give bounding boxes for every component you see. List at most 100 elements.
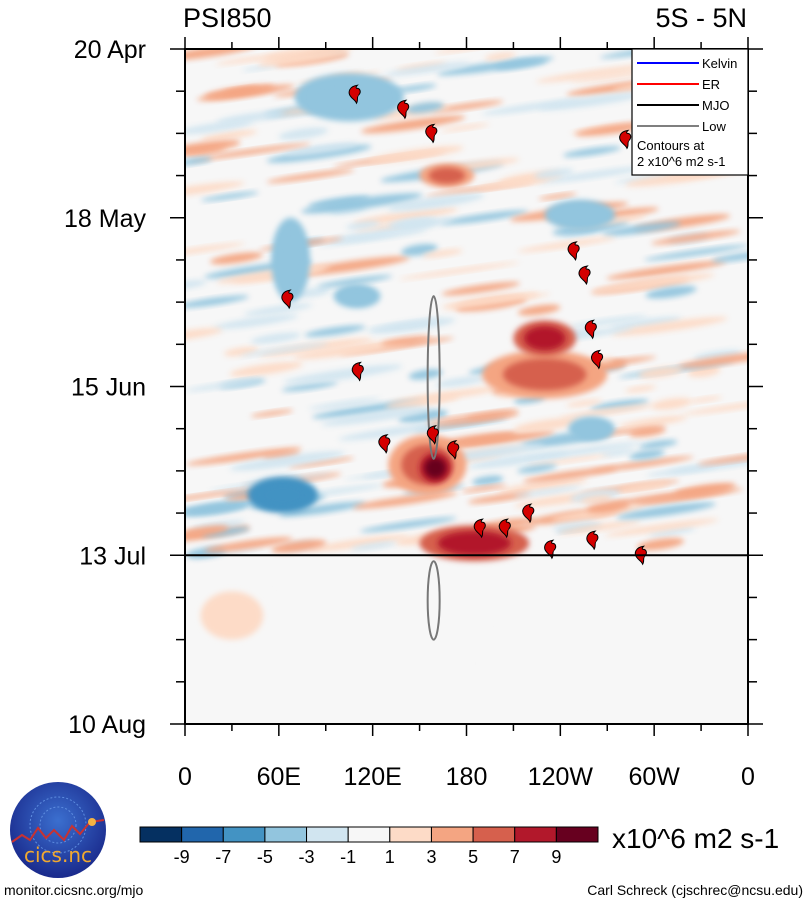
tropical-cyclone-icon <box>473 518 486 539</box>
footer-credit: Carl Schreck (cjschrec@ncsu.edu) <box>587 882 803 898</box>
colorbar-swatch <box>430 826 474 843</box>
anomaly-patch <box>517 237 616 253</box>
anomaly-patch <box>301 193 423 214</box>
cyclone-eye <box>382 440 389 447</box>
anomaly-feature-core <box>341 288 373 305</box>
anomaly-patch <box>304 325 366 337</box>
logo-disc <box>10 782 106 878</box>
anomaly-patch <box>350 541 397 551</box>
anomaly-patch <box>586 500 631 514</box>
colorbar-swatch <box>347 826 391 843</box>
anomaly-patch <box>308 535 409 552</box>
anomaly-patch <box>360 115 466 134</box>
anomaly-patch <box>210 252 263 265</box>
anomaly-patch <box>538 166 652 184</box>
anomaly-patch <box>239 342 329 357</box>
anomaly-patch <box>514 486 582 498</box>
anomaly-patch <box>591 456 694 472</box>
anomaly-patch <box>535 63 660 83</box>
anomaly-patch <box>494 58 548 70</box>
colorbar-units: x10^6 m2 s-1 <box>612 823 780 854</box>
anomaly-patch <box>590 399 649 411</box>
anomaly-patch <box>185 488 251 504</box>
colorbar-swatch <box>555 826 599 843</box>
anomaly-patch <box>558 520 641 535</box>
y-tick-label: 15 Jun <box>71 374 146 402</box>
anomaly-patch <box>204 84 275 99</box>
anomaly-patch <box>293 340 409 360</box>
cyclone-eye <box>430 431 437 438</box>
colorbar-swatch <box>389 826 432 843</box>
anomaly-patch <box>387 193 485 212</box>
anomaly-patch <box>435 376 487 387</box>
anomaly-patch <box>497 478 588 494</box>
anomaly-patch <box>592 273 715 293</box>
colorbar-swatch <box>306 826 349 843</box>
anomaly-patch <box>321 407 432 426</box>
anomaly-patch <box>513 417 581 433</box>
anomaly-patch <box>477 177 548 189</box>
anomaly-patch <box>638 366 683 378</box>
anomaly-patch <box>648 526 696 537</box>
logo-text: cics.nc <box>24 843 92 867</box>
anomaly-patch <box>430 100 504 113</box>
anomaly-patch <box>711 251 748 263</box>
anomaly-patch <box>243 303 313 316</box>
x-tick-label: 180 <box>446 763 488 791</box>
footer-url[interactable]: monitor.cicsnc.org/mjo <box>4 882 144 898</box>
anomaly-feature-core <box>437 531 511 556</box>
colorbar-swatch <box>181 826 224 843</box>
anomaly-patch <box>638 439 678 449</box>
anomaly-patch <box>697 451 748 465</box>
anomaly-patch <box>523 467 618 483</box>
chart-title-right: 5S - 5N <box>655 3 747 33</box>
anomaly-patch <box>308 398 381 410</box>
anomaly-patch <box>467 492 532 504</box>
anomaly-patch <box>200 129 258 141</box>
colorbar-label: 1 <box>385 847 395 867</box>
anomaly-patch <box>185 157 213 166</box>
anomaly-patch <box>517 304 561 316</box>
anomaly-patch <box>266 145 372 163</box>
tropical-cyclone-icon <box>584 319 597 340</box>
anomaly-patch <box>317 275 393 288</box>
cyclone-eye <box>450 446 457 453</box>
anomaly-patch <box>367 145 464 163</box>
colorbar-swatch <box>139 826 183 843</box>
anomaly-patch <box>472 475 504 486</box>
anomaly-patch <box>258 338 373 357</box>
tropical-cyclone-icon <box>281 289 294 310</box>
cyclone-eye <box>526 510 533 517</box>
tropical-cyclone-icon <box>426 425 439 445</box>
anomaly-feature-core <box>200 591 264 640</box>
anomaly-patch <box>278 127 329 140</box>
tropical-cyclone-icon <box>425 123 438 144</box>
anomaly-patch <box>625 385 657 393</box>
anomaly-patch <box>352 492 458 509</box>
colorbar-label: -1 <box>340 847 356 867</box>
anomaly-feature-core <box>518 623 665 704</box>
legend: Kelvin ER MJO Low Contours at 2 x10^6 m2 s-… <box>631 48 749 176</box>
anomaly-patch <box>401 243 438 256</box>
anomaly-patch <box>618 415 688 429</box>
x-tick-label: 60E <box>257 763 301 791</box>
y-tick-label: 10 Aug <box>68 711 146 739</box>
tropical-cyclone-icon <box>591 349 604 370</box>
anomaly-patch <box>391 84 437 93</box>
anomaly-feature-core <box>259 482 307 508</box>
tropical-cyclone-icon <box>348 84 361 105</box>
anomaly-feature-core <box>277 231 304 289</box>
anomaly-patch <box>674 482 737 496</box>
anomaly-feature-core <box>312 81 386 114</box>
x-tick-label: 60W <box>628 763 680 791</box>
tropical-cyclone-icon <box>447 440 460 460</box>
anomaly-patch <box>610 316 682 330</box>
anomaly-patch <box>229 451 346 471</box>
anomaly-patch <box>345 221 380 230</box>
anomaly-patch <box>677 351 748 368</box>
anomaly-patch <box>271 539 327 553</box>
anomaly-patch <box>408 369 443 380</box>
anomaly-patch <box>440 210 529 225</box>
anomaly-patch <box>229 361 303 377</box>
